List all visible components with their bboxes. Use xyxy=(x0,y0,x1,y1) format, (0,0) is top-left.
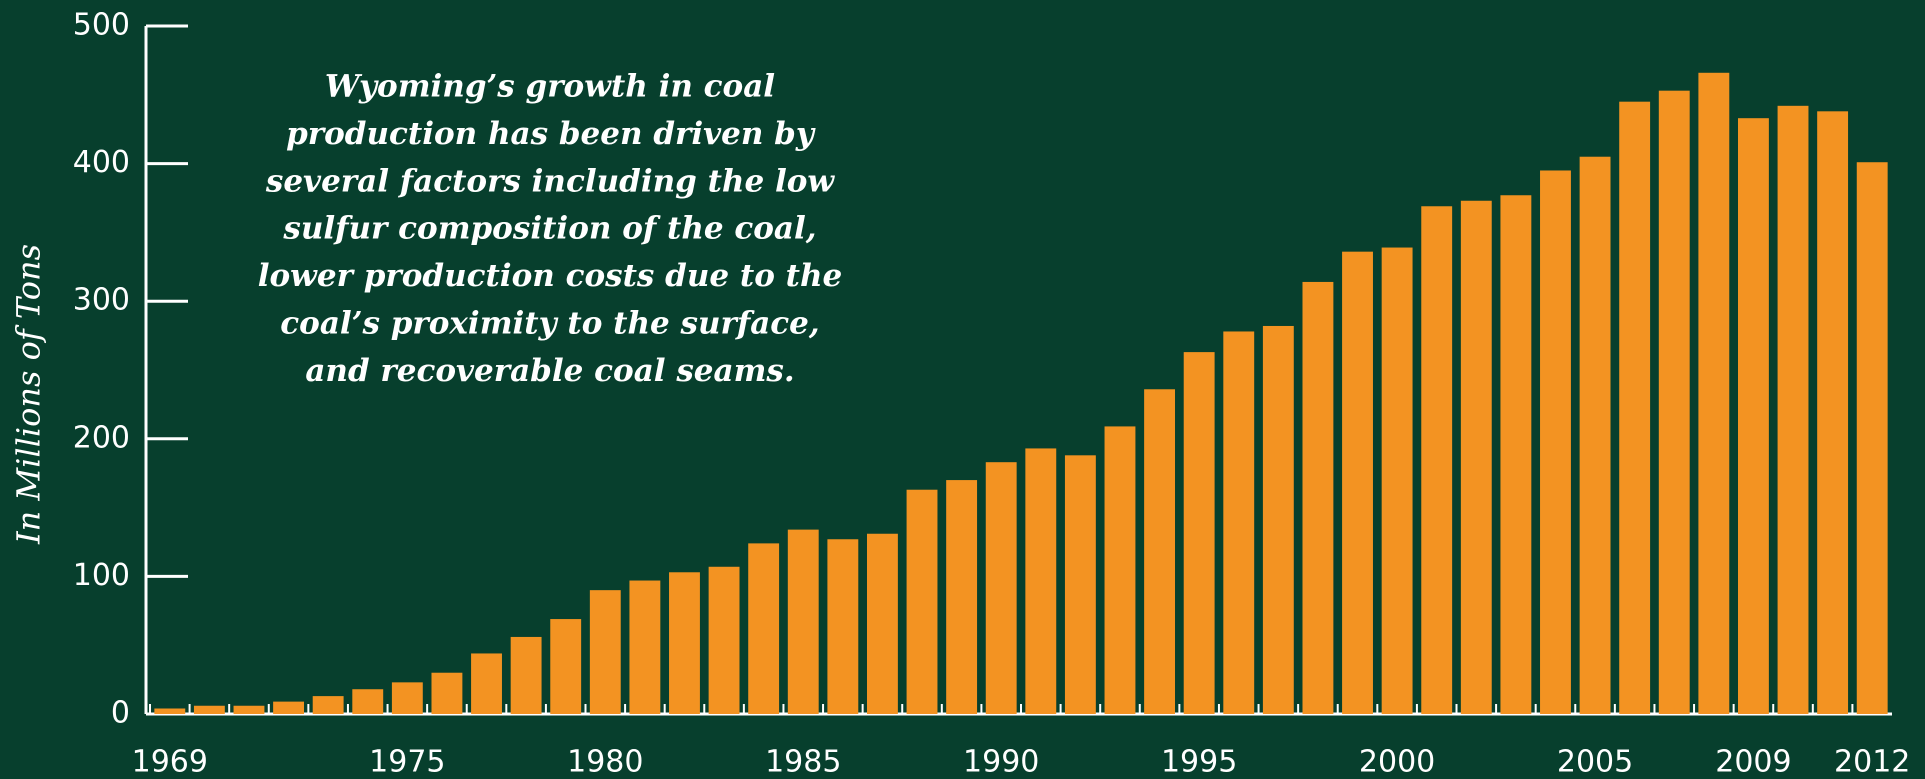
x-tick-label: 2012 xyxy=(1834,745,1910,779)
bar xyxy=(352,689,384,714)
bar xyxy=(471,653,502,714)
bar xyxy=(787,529,819,714)
y-tick-label: 500 xyxy=(73,8,130,43)
bar xyxy=(1342,251,1373,714)
annotation-line: coal’s proximity to the surface, xyxy=(280,306,819,342)
bar xyxy=(193,705,225,714)
annotation-line: and recoverable coal seams. xyxy=(305,353,794,389)
bar xyxy=(629,580,661,714)
bar xyxy=(391,682,423,714)
bar xyxy=(1658,90,1690,714)
y-axis-label: In Millions of Tons xyxy=(10,244,48,545)
x-tick-label: 1990 xyxy=(963,745,1039,779)
bar xyxy=(1302,281,1334,714)
annotation-line: several factors including the low xyxy=(265,163,836,199)
bar xyxy=(1817,111,1849,714)
bar xyxy=(1737,118,1769,714)
bar xyxy=(1856,162,1888,714)
x-tick-label: 1980 xyxy=(567,745,643,779)
annotation-line: production has been driven by xyxy=(286,116,816,152)
bar xyxy=(1698,72,1730,714)
bar xyxy=(431,672,463,714)
bar xyxy=(1223,331,1255,714)
bar xyxy=(1777,105,1809,715)
annotation-line: Wyoming’s growth in coal xyxy=(325,69,775,105)
y-tick-label: 300 xyxy=(73,283,130,318)
y-tick-label: 0 xyxy=(111,696,130,731)
bar xyxy=(866,533,898,714)
bar xyxy=(273,701,305,714)
x-tick-label: 1969 xyxy=(132,745,208,779)
bar xyxy=(510,636,542,714)
bar xyxy=(1104,426,1136,714)
bar xyxy=(1619,101,1651,715)
x-tick-label: 2000 xyxy=(1359,745,1435,779)
bar xyxy=(946,480,978,714)
bar xyxy=(985,462,1017,714)
bar xyxy=(1144,389,1176,714)
y-tick-label: 200 xyxy=(73,420,130,455)
x-tick-label: 2005 xyxy=(1557,745,1633,779)
bar xyxy=(233,705,265,714)
bar xyxy=(708,566,740,714)
bar xyxy=(1262,325,1294,714)
x-tick-label: 2009 xyxy=(1715,745,1791,779)
bar xyxy=(1381,247,1413,714)
bar xyxy=(154,708,186,714)
bar xyxy=(906,489,938,714)
bar xyxy=(589,590,621,714)
bar xyxy=(312,696,344,714)
annotation-line: lower production costs due to the xyxy=(258,258,843,294)
y-tick-label: 400 xyxy=(73,145,130,180)
bar xyxy=(1025,448,1057,714)
bar xyxy=(1421,206,1453,715)
bar xyxy=(669,572,700,714)
bar xyxy=(1183,352,1215,714)
bar xyxy=(1579,156,1611,715)
bar xyxy=(748,543,780,714)
annotation-line: sulfur composition of the coal, xyxy=(282,211,816,247)
y-tick-label: 100 xyxy=(73,558,130,593)
bar xyxy=(827,539,859,714)
x-tick-label: 1995 xyxy=(1161,745,1237,779)
bar xyxy=(1540,170,1571,715)
x-tick-label: 1985 xyxy=(765,745,841,779)
bar xyxy=(1064,455,1096,714)
bar xyxy=(1460,200,1492,714)
bar xyxy=(550,619,582,714)
bar xyxy=(1500,195,1532,715)
x-tick-label: 1975 xyxy=(369,745,445,779)
